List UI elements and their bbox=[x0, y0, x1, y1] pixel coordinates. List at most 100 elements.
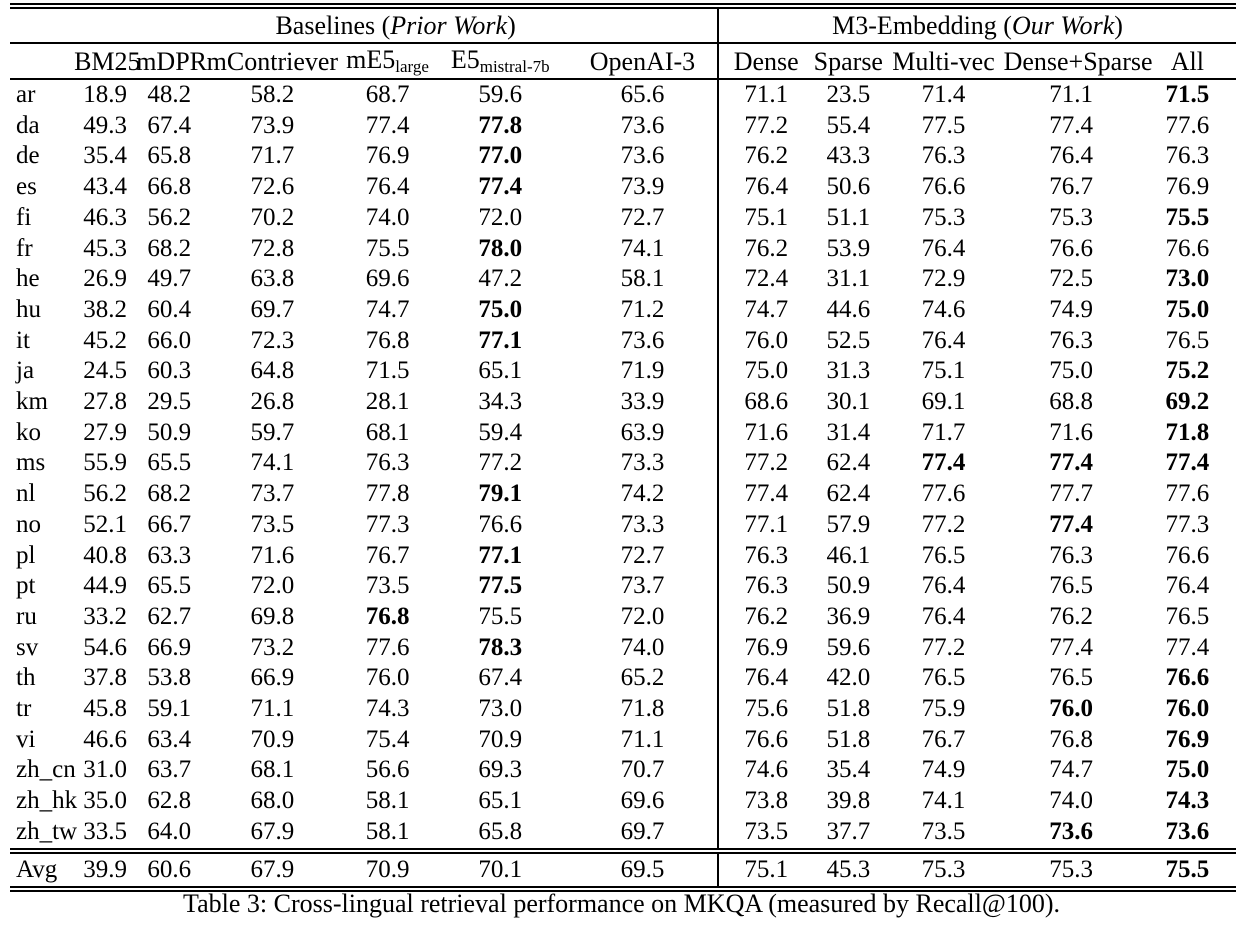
language-label: fi bbox=[16, 203, 32, 231]
metric-value: 72.5 bbox=[1049, 265, 1094, 293]
metric-value: 71.7 bbox=[921, 418, 966, 446]
metric-value: 74.9 bbox=[921, 756, 966, 784]
metric-value: 77.4 bbox=[1049, 111, 1094, 139]
metric-value: 76.3 bbox=[717, 571, 814, 602]
metric-value: 23.5 bbox=[826, 81, 871, 108]
metric-value: 57.9 bbox=[826, 510, 871, 538]
metric-value: 67.4 bbox=[147, 111, 192, 139]
metric-value: 72.0 bbox=[620, 602, 665, 630]
metric-value: 65.5 bbox=[147, 572, 192, 600]
column-header: Dense bbox=[717, 43, 814, 80]
metric-value: 76.5 bbox=[1049, 664, 1094, 692]
metric-value: 76.2 bbox=[717, 601, 814, 633]
table-header: Baselines (Prior Work) M3-Embedding (Our … bbox=[10, 6, 1236, 80]
metric-value: 69.3 bbox=[478, 756, 523, 784]
table-row: hu 38.2 60.4 69.7 74.7 75.0 71.2 74.7 44.6 74.6 74… bbox=[10, 294, 1236, 326]
table-row: ja 24.5 60.3 64.8 71.5 65.1 71.9 75.0 31.3 75.1 75… bbox=[10, 356, 1236, 388]
metric-value: 34.3 bbox=[478, 388, 523, 416]
metric-value: 58.1 bbox=[365, 817, 410, 845]
metric-value: 76.3 bbox=[717, 540, 814, 572]
language-label: zh_tw bbox=[16, 817, 78, 845]
metric-value: 53.9 bbox=[826, 234, 871, 262]
metric-value: 75.1 bbox=[717, 847, 814, 889]
metric-value: 50.9 bbox=[826, 572, 871, 600]
metric-value: 52.5 bbox=[826, 326, 871, 354]
language-label: th bbox=[16, 664, 36, 692]
table-row: da 49.3 67.4 73.9 77.4 77.8 73.6 77.2 55.4 77.5 77… bbox=[10, 110, 1236, 142]
corner-cell bbox=[10, 6, 75, 44]
metric-value: 63.7 bbox=[147, 756, 192, 784]
metric-value: 77.1 bbox=[478, 326, 523, 354]
column-group-header: Baselines (Prior Work) bbox=[74, 6, 719, 44]
column-header: All bbox=[1138, 43, 1236, 80]
metric-value: 69.6 bbox=[365, 265, 410, 293]
metric-value: 37.8 bbox=[83, 664, 128, 692]
language-label: hu bbox=[16, 295, 41, 323]
metric-value: 75.5 bbox=[1165, 203, 1210, 231]
metric-value: 76.4 bbox=[1165, 572, 1210, 600]
metric-value: 60.3 bbox=[147, 357, 192, 385]
language-label: km bbox=[16, 388, 48, 416]
metric-value: 77.6 bbox=[365, 633, 410, 661]
column-group-header: M3-Embedding (Our Work) bbox=[717, 6, 1236, 44]
metric-value: 77.8 bbox=[365, 480, 410, 508]
metric-value: 43.4 bbox=[83, 173, 128, 201]
metric-value: 72.3 bbox=[250, 326, 295, 354]
metric-value: 65.1 bbox=[478, 357, 523, 385]
metric-value: 72.0 bbox=[250, 572, 295, 600]
language-label: vi bbox=[16, 725, 36, 753]
metric-value: 73.5 bbox=[921, 817, 966, 845]
metric-value: 77.4 bbox=[1165, 449, 1210, 477]
metric-value: 68.8 bbox=[1049, 388, 1094, 416]
metric-value: 71.2 bbox=[620, 295, 665, 323]
metric-value: 68.0 bbox=[250, 787, 295, 815]
metric-value: 73.0 bbox=[478, 695, 523, 723]
metric-value: 18.9 bbox=[83, 81, 128, 108]
metric-value: 50.6 bbox=[826, 173, 871, 201]
metric-value: 73.5 bbox=[717, 816, 814, 851]
language-label: ko bbox=[16, 418, 41, 446]
metric-value: 58.1 bbox=[365, 787, 410, 815]
metric-value: 45.2 bbox=[83, 326, 128, 354]
metric-value: 77.4 bbox=[1049, 510, 1094, 538]
metric-value: 45.8 bbox=[83, 695, 128, 723]
language-label: ja bbox=[16, 357, 35, 385]
metric-value: 65.6 bbox=[620, 81, 665, 108]
metric-value: 74.6 bbox=[921, 295, 966, 323]
metric-value: 47.2 bbox=[478, 265, 523, 293]
metric-value: 66.8 bbox=[147, 173, 192, 201]
metric-value: 74.6 bbox=[717, 755, 814, 787]
metric-value: 71.6 bbox=[1049, 418, 1094, 446]
metric-value: 31.1 bbox=[826, 265, 871, 293]
column-header: mContriever bbox=[202, 43, 343, 80]
metric-value: 73.6 bbox=[620, 142, 665, 170]
metric-value: 74.0 bbox=[620, 633, 665, 661]
metric-value: 76.0 bbox=[717, 325, 814, 357]
metric-value: 74.7 bbox=[1049, 756, 1094, 784]
metric-value: 65.8 bbox=[478, 817, 523, 845]
metric-value: 75.3 bbox=[1003, 847, 1139, 889]
metric-value: 36.9 bbox=[826, 602, 871, 630]
metric-value: 60.4 bbox=[147, 295, 192, 323]
metric-value: 29.5 bbox=[147, 388, 192, 416]
metric-value: 59.7 bbox=[250, 418, 295, 446]
table-row: ru 33.2 62.7 69.8 76.8 75.5 72.0 76.2 36.9 76.4 76… bbox=[10, 601, 1236, 633]
language-label: ms bbox=[16, 449, 46, 477]
metric-value: 76.5 bbox=[1049, 572, 1094, 600]
metric-value: 39.9 bbox=[74, 847, 137, 889]
metric-value: 68.2 bbox=[147, 480, 192, 508]
metric-value: 77.2 bbox=[921, 510, 966, 538]
metric-value: 77.1 bbox=[717, 509, 814, 541]
metric-value: 75.0 bbox=[1165, 295, 1210, 323]
metric-value: 75.2 bbox=[1165, 357, 1210, 385]
metric-value: 70.9 bbox=[342, 847, 433, 889]
metric-value: 73.7 bbox=[250, 480, 295, 508]
language-label: fr bbox=[16, 234, 33, 262]
table-row: vi 46.6 63.4 70.9 75.4 70.9 71.1 76.6 51.8 76.7 76… bbox=[10, 724, 1236, 756]
table-caption: Table 3: Cross-lingual retrieval perform… bbox=[183, 889, 1060, 918]
metric-value: 31.3 bbox=[826, 357, 871, 385]
metric-value: 76.9 bbox=[1165, 173, 1210, 201]
metric-value: 66.0 bbox=[147, 326, 192, 354]
metric-value: 76.7 bbox=[921, 725, 966, 753]
metric-value: 70.2 bbox=[250, 203, 295, 231]
